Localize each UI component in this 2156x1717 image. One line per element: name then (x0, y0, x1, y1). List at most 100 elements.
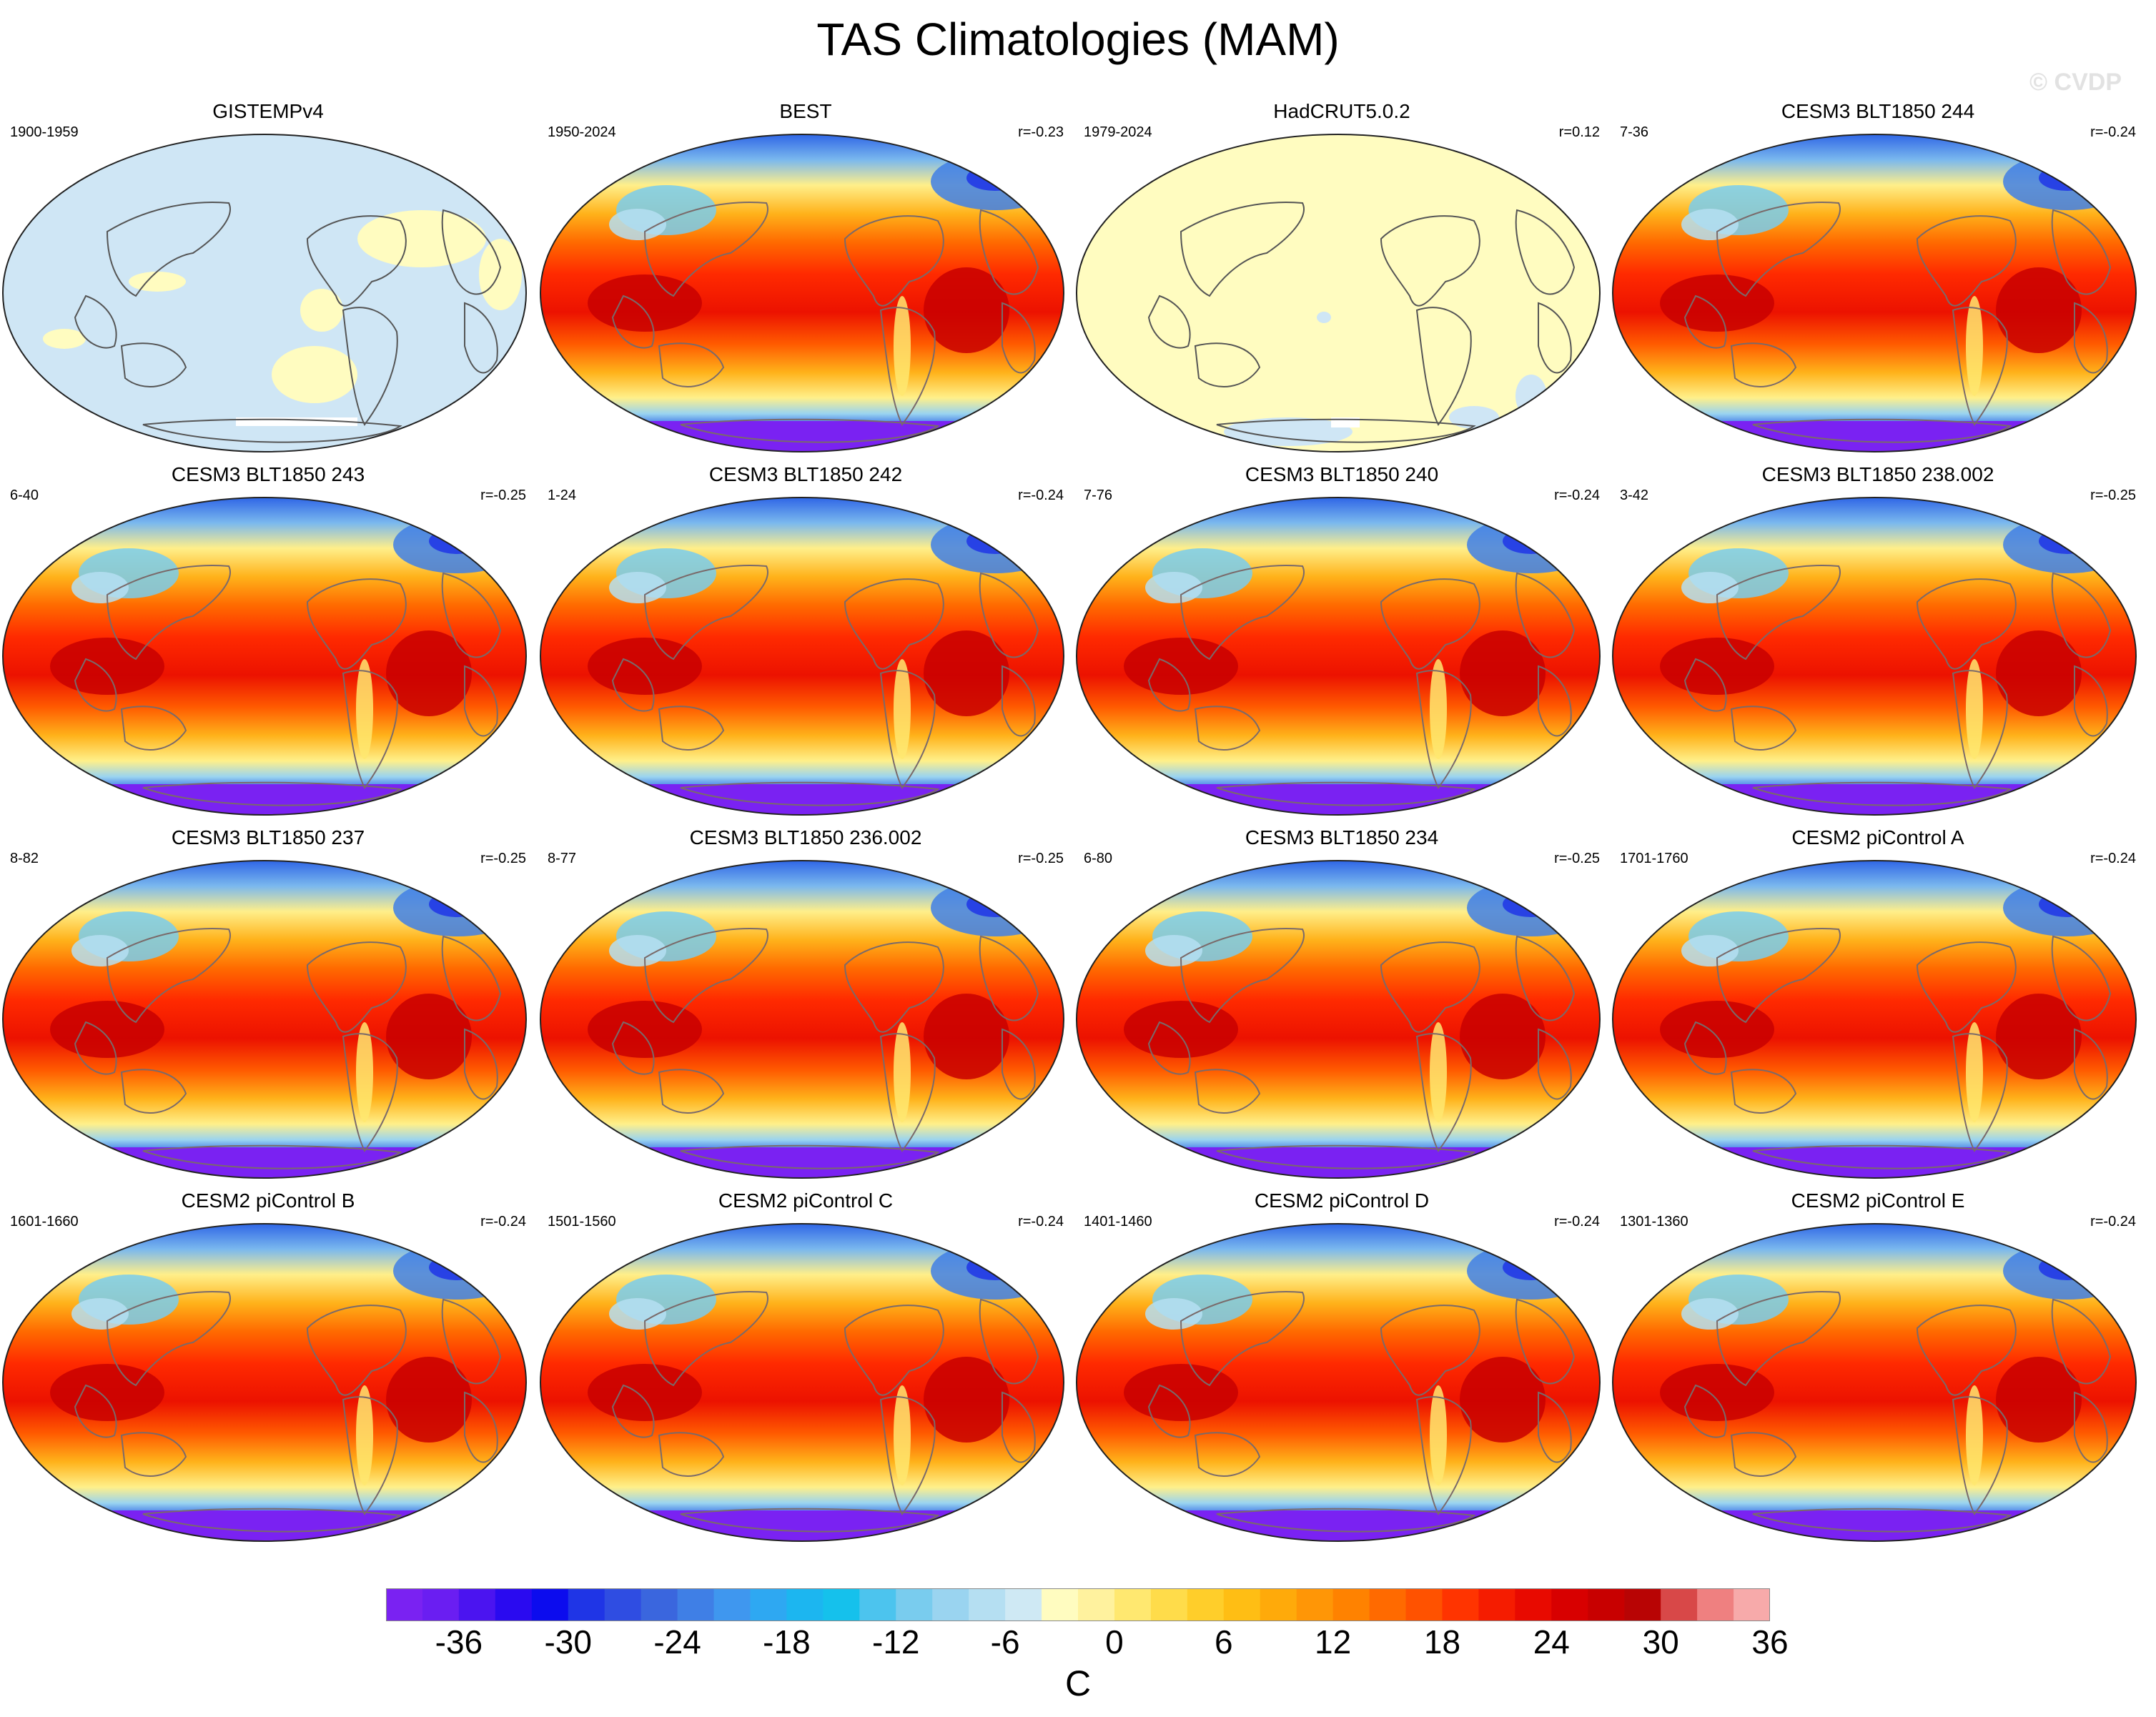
colorbar-tick-label: -12 (872, 1623, 920, 1661)
panel-correlation: r=0.12 (1558, 124, 1600, 140)
panel-title: CESM3 BLT1850 236.002 (689, 826, 922, 848)
map-outline (1612, 134, 2137, 452)
panel-period: 1301-1360 (1620, 1214, 1688, 1229)
map-panel: CESM3 BLT1850 237 8-82 r=-0.25 (0, 826, 536, 1189)
panel-period: 1950-2024 (548, 124, 616, 140)
colorbar-box (531, 1588, 569, 1621)
globe-map (540, 1223, 1064, 1542)
globe-map (540, 860, 1064, 1179)
globe-map (2, 497, 527, 816)
map-outline (1076, 134, 1601, 452)
colorbar-tick-label: -6 (990, 1623, 1020, 1661)
map-outline (540, 134, 1064, 452)
map-panel: CESM3 BLT1850 243 6-40 r=-0.25 (0, 463, 536, 826)
colorbar-box (1624, 1588, 1661, 1621)
panel-title: CESM3 BLT1850 243 (171, 463, 365, 485)
panel-period: 7-76 (1084, 488, 1113, 503)
colorbar-box (1405, 1588, 1443, 1621)
colorbar-tick-label: 6 (1214, 1623, 1233, 1661)
globe-map (1076, 860, 1601, 1179)
globe-map (2, 134, 527, 452)
colorbar-tick-label: 12 (1315, 1623, 1352, 1661)
map-panel: CESM2 piControl A 1701-1760 r=-0.24 (1610, 826, 2146, 1189)
globe-map (1612, 860, 2137, 1179)
panel-title: CESM2 piControl B (181, 1189, 355, 1212)
colorbar-box (1369, 1588, 1407, 1621)
colorbar-box (750, 1588, 787, 1621)
globe-map (1076, 497, 1601, 816)
panel-correlation: r=-0.25 (480, 488, 526, 503)
panel-correlation: r=-0.24 (1554, 1214, 1600, 1229)
panel-title: CESM2 piControl E (1791, 1189, 1965, 1212)
globe-map (540, 497, 1064, 816)
colorbar-box (786, 1588, 824, 1621)
panel-title: CESM2 piControl C (718, 1189, 894, 1212)
map-outline (1612, 497, 2137, 816)
map-panel: BEST 1950-2024 r=-0.23 (538, 100, 1074, 463)
map-panel: CESM3 BLT1850 242 1-24 r=-0.24 (538, 463, 1074, 826)
panel-period: 1501-1560 (548, 1214, 616, 1229)
panel-correlation: r=-0.25 (2090, 488, 2136, 503)
colorbar-box (458, 1588, 496, 1621)
panel-correlation: r=-0.25 (1554, 851, 1600, 866)
colorbar-box (495, 1588, 533, 1621)
colorbar-box (568, 1588, 605, 1621)
colorbar-tick-label: 24 (1533, 1623, 1570, 1661)
panel-period: 1701-1760 (1620, 851, 1688, 866)
panel-title: CESM2 piControl D (1254, 1189, 1430, 1212)
cvdp-watermark: © CVDP (2029, 69, 2122, 96)
colorbar-units: C (1064, 1663, 1092, 1703)
colorbar-box (713, 1588, 751, 1621)
panel-period: 7-36 (1620, 124, 1649, 140)
globe-map (1612, 1223, 2137, 1542)
map-outline (2, 497, 527, 816)
panel-title: CESM3 BLT1850 237 (171, 826, 365, 848)
colorbar-tick-label: -24 (653, 1623, 701, 1661)
colorbar-tick-label: 18 (1423, 1623, 1461, 1661)
panel-correlation: r=-0.25 (480, 851, 526, 866)
colorbar-box (604, 1588, 642, 1621)
colorbar-box (1078, 1588, 1115, 1621)
colorbar-tick-label: 30 (1642, 1623, 1679, 1661)
colorbar-box (1114, 1588, 1152, 1621)
colorbar-box (1588, 1588, 1625, 1621)
colorbar-box (969, 1588, 1006, 1621)
panel-correlation: r=-0.24 (2090, 1214, 2136, 1229)
map-field (1077, 134, 1600, 452)
map-outline (540, 1223, 1064, 1542)
colorbar-box (422, 1588, 460, 1621)
map-panel: CESM3 BLT1850 238.002 3-42 r=-0.25 (1610, 463, 2146, 826)
colorbar-box (1150, 1588, 1188, 1621)
panel-title: CESM3 BLT1850 238.002 (1761, 463, 1994, 485)
map-panel: CESM3 BLT1850 244 7-36 r=-0.24 (1610, 100, 2146, 463)
colorbar-box (1042, 1588, 1079, 1621)
panel-period: 1401-1460 (1084, 1214, 1152, 1229)
panel-period: 8-77 (548, 851, 577, 866)
panel-correlation: r=-0.24 (1018, 1214, 1064, 1229)
colorbar-box (1260, 1588, 1297, 1621)
panel-period: 1-24 (548, 488, 577, 503)
map-outline (1612, 1223, 2137, 1542)
map-outline (2, 860, 527, 1179)
globe-map (1076, 1223, 1601, 1542)
map-panel: HadCRUT5.0.2 1979-2024 r=0.12 (1074, 100, 1610, 463)
panel-title: CESM3 BLT1850 234 (1245, 826, 1439, 848)
colorbar-box (932, 1588, 969, 1621)
map-panel: CESM3 BLT1850 240 7-76 r=-0.24 (1074, 463, 1610, 826)
map-features (1147, 202, 1576, 446)
panel-period: 1979-2024 (1084, 124, 1152, 140)
map-features (43, 202, 522, 443)
colorbar-box (1223, 1588, 1261, 1621)
colorbar-box (386, 1588, 423, 1621)
colorbar-box (1187, 1588, 1225, 1621)
map-panel: CESM3 BLT1850 236.002 8-77 r=-0.25 (538, 826, 1074, 1189)
colorbar-box (1515, 1588, 1552, 1621)
colorbar-box (1697, 1588, 1734, 1621)
globe-map (1076, 134, 1601, 452)
map-outline (2, 134, 527, 452)
panel-correlation: r=-0.24 (2090, 851, 2136, 866)
panel-period: 1601-1660 (10, 1214, 79, 1229)
globe-map (540, 134, 1064, 452)
map-outline (540, 860, 1064, 1179)
figure-title: TAS Climatologies (MAM) (816, 14, 1340, 65)
